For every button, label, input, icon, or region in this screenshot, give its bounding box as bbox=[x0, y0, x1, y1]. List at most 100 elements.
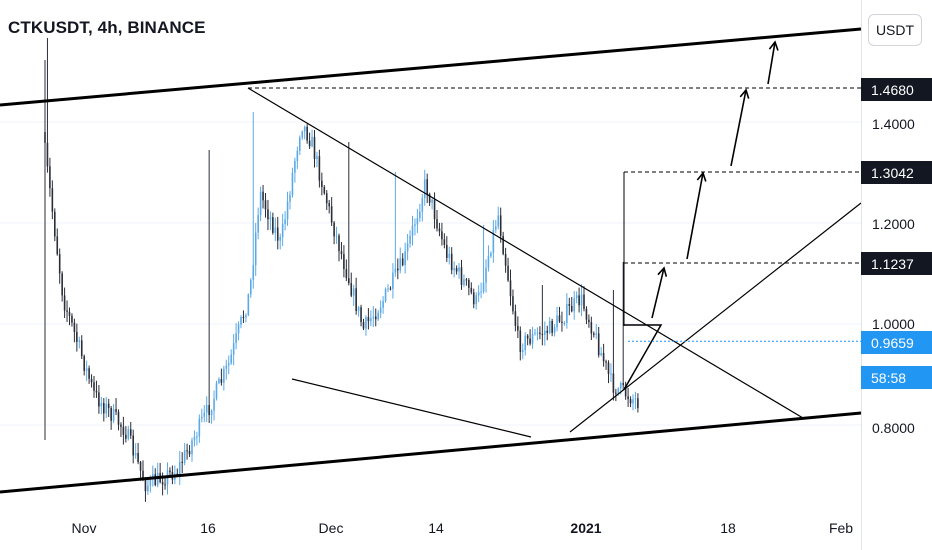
candle-body-44 bbox=[152, 474, 154, 479]
time-tick-feb: Feb bbox=[828, 520, 854, 536]
candle-body-213 bbox=[566, 304, 568, 323]
candle-body-34 bbox=[127, 429, 130, 439]
candle-body-129 bbox=[360, 307, 362, 323]
candle-body-71 bbox=[218, 379, 220, 384]
candle-body-74 bbox=[225, 365, 228, 369]
candle-body-109 bbox=[311, 136, 313, 147]
candle-body-220 bbox=[583, 294, 585, 309]
candle-body-15 bbox=[80, 340, 83, 357]
currency-button[interactable]: USDT bbox=[868, 14, 922, 46]
candle-body-118 bbox=[333, 222, 335, 237]
candle-body-190 bbox=[509, 280, 512, 297]
candle-body-145 bbox=[399, 258, 402, 271]
candle-body-66 bbox=[205, 405, 208, 413]
candle-body-103 bbox=[296, 150, 299, 162]
candle-body-14 bbox=[78, 340, 81, 342]
candle-body-181 bbox=[487, 256, 490, 268]
price-tag-target-3: 1.4680 bbox=[861, 78, 932, 101]
candle-body-143 bbox=[394, 268, 397, 273]
time-tick-16: 16 bbox=[200, 520, 216, 536]
candle-body-84 bbox=[250, 279, 252, 295]
candle-body-121 bbox=[340, 251, 343, 255]
candle-body-158 bbox=[431, 199, 433, 203]
candle-body-178 bbox=[480, 291, 482, 293]
candle-body-107 bbox=[306, 126, 308, 141]
candle-body-18 bbox=[88, 368, 90, 379]
channel-top-line bbox=[0, 27, 862, 107]
candle-body-166 bbox=[450, 253, 453, 271]
candle-body-167 bbox=[453, 268, 455, 271]
candle-body-119 bbox=[335, 235, 338, 237]
candle-body-51 bbox=[169, 470, 171, 473]
candle-body-138 bbox=[382, 301, 384, 308]
candle-body-62 bbox=[196, 436, 198, 438]
candle-body-106 bbox=[303, 126, 306, 132]
candle-body-12 bbox=[73, 322, 76, 332]
candle-body-139 bbox=[384, 289, 387, 302]
candle-body-125 bbox=[350, 283, 353, 296]
candle-body-134 bbox=[372, 316, 375, 319]
candle-body-23 bbox=[100, 403, 103, 407]
candle-body-135 bbox=[374, 316, 377, 320]
candle-body-210 bbox=[558, 315, 561, 322]
candle-body-126 bbox=[352, 288, 355, 296]
candle-body-201 bbox=[536, 332, 539, 334]
candle-body-240 bbox=[632, 399, 634, 404]
candle-body-25 bbox=[105, 403, 108, 414]
candle-body-155 bbox=[423, 179, 426, 199]
candle-body-169 bbox=[458, 267, 460, 272]
candle-body-222 bbox=[588, 319, 590, 323]
price-tick-1-0000: 1.0000 bbox=[872, 316, 915, 332]
candle-body-75 bbox=[227, 363, 230, 366]
candle-body-68 bbox=[210, 410, 213, 416]
candle-body-99 bbox=[286, 201, 289, 220]
candle-body-5 bbox=[56, 236, 59, 255]
candle-body-105 bbox=[301, 131, 304, 138]
candle-body-87 bbox=[257, 215, 259, 233]
candle-body-179 bbox=[482, 282, 485, 292]
candle-body-48 bbox=[161, 482, 164, 485]
candle-body-49 bbox=[164, 484, 166, 486]
candle-body-4 bbox=[54, 211, 56, 237]
candle-body-19 bbox=[90, 378, 93, 383]
candle-body-242 bbox=[637, 398, 639, 408]
candle-body-161 bbox=[438, 228, 441, 232]
candle-body-37 bbox=[134, 452, 137, 456]
candle-body-180 bbox=[485, 267, 487, 283]
candle-body-137 bbox=[379, 307, 382, 313]
candle-body-122 bbox=[343, 254, 345, 270]
candle-body-2 bbox=[49, 166, 51, 189]
candle-body-22 bbox=[98, 392, 100, 407]
candle-body-31 bbox=[120, 424, 122, 427]
time-tick-nov: Nov bbox=[71, 520, 97, 536]
candle-body-38 bbox=[137, 452, 139, 462]
trendline-drawings bbox=[0, 27, 862, 494]
candle-body-96 bbox=[279, 236, 281, 241]
candle-body-0 bbox=[44, 132, 46, 143]
target-arrow-3 bbox=[730, 89, 747, 167]
candle-body-97 bbox=[281, 224, 284, 237]
candle-body-104 bbox=[299, 137, 301, 151]
price-tick-0-8000: 0.8000 bbox=[872, 420, 915, 436]
target-arrow-2 bbox=[686, 172, 704, 260]
candle-body-214 bbox=[568, 304, 571, 306]
candle-body-205 bbox=[546, 330, 549, 333]
candle-body-230 bbox=[607, 362, 610, 374]
candle-body-165 bbox=[448, 253, 451, 258]
candle-body-211 bbox=[561, 321, 563, 323]
candle-body-100 bbox=[289, 194, 291, 202]
candle-body-81 bbox=[242, 316, 245, 318]
target-arrow-head-3 bbox=[739, 88, 750, 99]
candle-body-235 bbox=[619, 383, 622, 389]
candle-body-114 bbox=[323, 187, 326, 194]
candle-body-183 bbox=[492, 229, 495, 253]
candle-body-149 bbox=[409, 235, 411, 244]
candle-body-202 bbox=[539, 332, 541, 334]
candle-body-174 bbox=[470, 287, 473, 293]
wedge-support-line bbox=[291, 378, 532, 438]
candle-body-39 bbox=[139, 461, 142, 471]
candle-body-197 bbox=[526, 335, 529, 339]
candle-body-112 bbox=[318, 156, 321, 181]
candle-body-11 bbox=[71, 315, 73, 323]
candle-body-108 bbox=[308, 140, 311, 147]
